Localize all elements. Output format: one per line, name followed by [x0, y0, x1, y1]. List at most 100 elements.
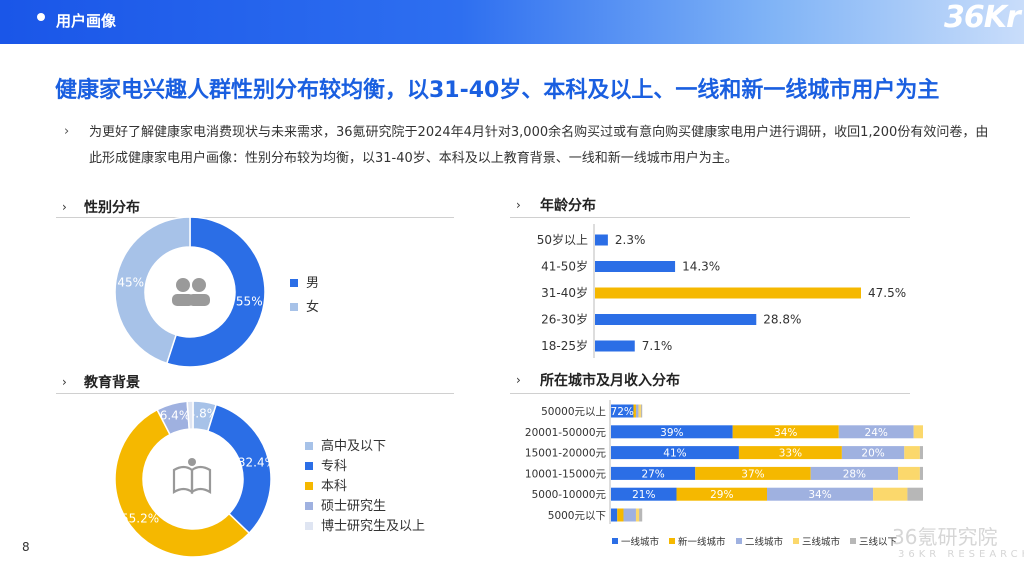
intro-paragraph: 为更好了解健康家电消费现状与未来需求，36氪研究院于2024年4月针对3,000… [89, 120, 989, 172]
stacked-bar-segment [639, 509, 642, 522]
legend-item: 男 [290, 272, 319, 291]
bar [595, 288, 861, 299]
legend-label: 一线城市 [621, 536, 660, 548]
chevron-right-icon: › [62, 200, 67, 214]
legend-item: 高中及以下 [305, 435, 386, 454]
legend-label: 专科 [321, 459, 347, 474]
stacked-bar-segment [641, 405, 642, 418]
segment-label: 20% [861, 448, 884, 460]
legend-label: 新一线城市 [678, 536, 726, 548]
legend-swatch [850, 538, 856, 544]
section-title-city: 所在城市及月收入分布 [540, 370, 680, 390]
y-tick-label: 15001-20000元 [525, 448, 607, 460]
people-icon [172, 278, 210, 306]
header-dot [37, 13, 45, 21]
legend-swatch [612, 538, 618, 544]
legend-swatch [305, 482, 313, 490]
legend-item: 新一线城市 [669, 536, 726, 548]
legend-swatch [305, 522, 313, 530]
segment-label: 33% [779, 448, 802, 460]
bar [595, 314, 756, 325]
y-tick-label: 10001-15000元 [525, 468, 607, 480]
legend-swatch [305, 462, 313, 470]
stacked-bar-segment [920, 467, 923, 480]
city-income-stacked-bar-chart: 50000元以上 72% 20001-50000元 39% 34% 24% 15001-20… [510, 398, 930, 554]
segment-label: 24% [865, 427, 888, 439]
slice-label: 55% [236, 294, 263, 308]
bar [595, 261, 675, 272]
y-tick-label: 5000-10000元 [532, 489, 607, 501]
stacked-bar-segment [914, 425, 923, 438]
watermark-sub: 36KR RESEARCH [898, 549, 1024, 560]
legend-label: 男 [306, 276, 319, 291]
segment-label: 28% [843, 468, 866, 480]
legend-item: 一线城市 [612, 536, 660, 548]
legend-swatch [736, 538, 742, 544]
legend-label: 女 [306, 300, 319, 315]
page-title: 健康家电兴趣人群性别分布较均衡，以31-40岁、本科及以上、一线和新一线城市用户… [55, 72, 939, 104]
legend-swatch [290, 279, 298, 287]
brand-logo: 36Kr [944, 0, 1020, 35]
education-donut-chart: 4.8%32.4%55.2%6.4% [100, 392, 290, 570]
legend-label: 本科 [321, 479, 347, 494]
y-tick-label: 41-50岁 [541, 259, 588, 274]
stacked-bar-segment [633, 405, 635, 418]
legend-label: 高中及以下 [321, 439, 386, 454]
y-tick-label: 31-40岁 [541, 285, 588, 300]
header-title: 用户画像 [56, 10, 116, 31]
bar-value-label: 28.8% [763, 313, 801, 327]
segment-label: 29% [710, 489, 733, 501]
legend-item: 专科 [305, 455, 347, 474]
divider [510, 393, 910, 394]
bar [595, 341, 635, 352]
segment-label: 41% [663, 448, 686, 460]
divider [510, 217, 910, 218]
chevron-right-icon: › [516, 198, 521, 212]
gender-donut-chart: 55% 45% [100, 210, 280, 380]
stacked-bar-segment [904, 446, 920, 459]
chevron-right-icon: › [62, 375, 67, 389]
legend-item: 三线城市 [793, 536, 841, 548]
slice-label: 32.4% [238, 456, 276, 470]
legend-item: 硕士研究生 [305, 495, 386, 514]
stacked-bar-segment [611, 509, 617, 522]
legend-label: 三线城市 [802, 536, 841, 548]
chevron-right-icon: › [64, 124, 69, 139]
y-tick-label: 20001-50000元 [525, 427, 607, 439]
chevron-right-icon: › [516, 373, 521, 387]
legend-swatch [305, 502, 313, 510]
y-tick-label: 50岁以上 [537, 232, 588, 247]
bar-value-label: 7.1% [642, 339, 673, 353]
stacked-bar-segment [907, 488, 923, 501]
bar [595, 235, 608, 246]
legend-item: 三线以下 [850, 536, 897, 548]
bar-value-label: 14.3% [682, 260, 720, 274]
stacked-bar-segment [898, 467, 920, 480]
y-tick-label: 26-30岁 [541, 312, 588, 327]
watermark: 36氪研究院 [892, 521, 997, 550]
legend-item: 二线城市 [736, 536, 784, 548]
stacked-bar-segment [623, 509, 635, 522]
stacked-bar-segment [636, 509, 639, 522]
legend-label: 博士研究生及以上 [321, 519, 425, 534]
book-icon [174, 458, 210, 492]
y-tick-label: 50000元以上 [541, 406, 606, 418]
legend-swatch [669, 538, 675, 544]
stacked-bar-segment [638, 405, 640, 418]
legend-label: 二线城市 [745, 536, 784, 548]
segment-label: 34% [808, 489, 831, 501]
page-number: 8 [22, 540, 30, 554]
segment-label: 27% [641, 468, 664, 480]
y-tick-label: 5000元以下 [548, 510, 606, 522]
segment-label: 72% [611, 406, 634, 418]
slice-label: 55.2% [121, 511, 159, 525]
legend-item: 女 [290, 296, 319, 315]
bar-value-label: 47.5% [868, 286, 906, 300]
legend-swatch [793, 538, 799, 544]
bar-value-label: 2.3% [615, 233, 646, 247]
section-title-age: 年龄分布 [540, 195, 596, 215]
segment-label: 37% [741, 468, 764, 480]
slice-label: 45% [117, 276, 144, 290]
legend-label: 硕士研究生 [321, 499, 386, 514]
segment-label: 21% [632, 489, 655, 501]
